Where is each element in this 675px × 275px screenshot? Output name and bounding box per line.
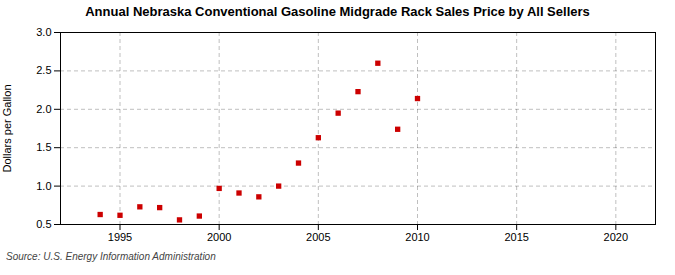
svg-text:3.0: 3.0	[36, 26, 51, 38]
svg-text:2020: 2020	[604, 231, 628, 243]
svg-text:2.5: 2.5	[36, 64, 51, 76]
svg-text:2000: 2000	[207, 231, 231, 243]
svg-text:1.5: 1.5	[36, 141, 51, 153]
html-text:Annual Nebraska Conventional G: Annual Nebraska Conventional Gasoline Mi…	[85, 4, 590, 19]
svg-text:2015: 2015	[504, 231, 528, 243]
svg-text:Dollars per Gallon: Dollars per Gallon	[1, 84, 13, 172]
svg-text:2005: 2005	[306, 231, 330, 243]
svg-text:0.5: 0.5	[36, 218, 51, 230]
svg-text:2.0: 2.0	[36, 103, 51, 115]
svg-text:2010: 2010	[405, 231, 429, 243]
html-text:Source: U.S. Energy Informatio: Source: U.S. Energy Information Administ…	[6, 251, 216, 262]
svg-text:1.0: 1.0	[36, 180, 51, 192]
svg-text:1995: 1995	[108, 231, 132, 243]
